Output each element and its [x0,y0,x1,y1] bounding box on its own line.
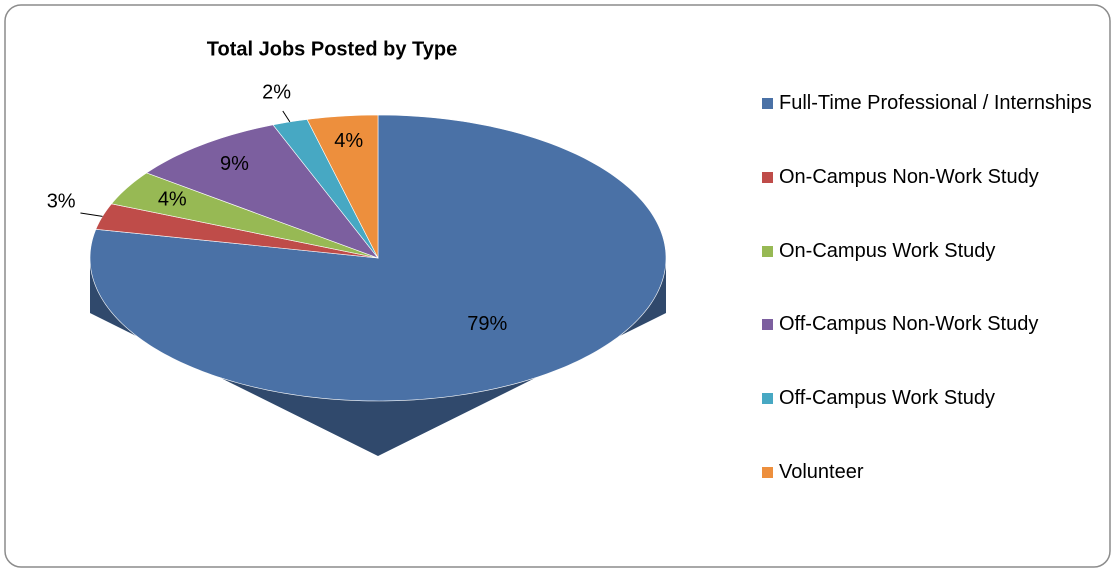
legend-swatch [762,171,773,183]
legend-item: Volunteer [762,457,1099,488]
legend-label: Full-Time Professional / Internships [779,92,1092,114]
data-label: 9% [220,153,249,175]
legend-swatch [762,245,773,257]
legend-label: Off-Campus Non-Work Study [779,313,1039,336]
data-label: 2% [262,82,291,104]
slice [306,114,379,259]
legend-label: Volunteer [779,460,864,483]
slice-side [90,258,666,456]
legend-label: On-Campus Work Study [779,239,996,262]
pie: 79% 3% 4% 9% 2% 4% [47,82,667,456]
legend-label: Off-Campus Work Study [779,387,995,410]
legend-swatch [762,98,773,109]
legend-item: On-Campus Work Study [762,236,1099,267]
leader-line [80,212,103,217]
legend-swatch [762,393,773,405]
legend-item: Off-Campus Non-Work Study [762,309,1099,340]
slice [145,124,379,259]
legend-item: Off-Campus Work Study [762,383,1099,414]
slice [110,172,379,259]
legend: Full-Time Professional / Internships On-C… [762,88,1099,488]
data-label: 3% [47,190,76,212]
legend-label: On-Campus Non-Work Study [779,165,1039,188]
legend-swatch [762,319,773,331]
legend-item: On-Campus Non-Work Study [762,162,1099,193]
chart-title: Total Jobs Posted by Type [207,38,457,60]
leader-line [282,110,291,123]
data-label: 79% [467,313,507,335]
slice [272,119,379,259]
legend-swatch [762,466,773,478]
legend-item: Full-Time Professional / Internships [762,88,1099,119]
data-label: 4% [334,130,363,152]
data-label: 4% [158,189,187,211]
slice-side-shade [90,258,666,456]
